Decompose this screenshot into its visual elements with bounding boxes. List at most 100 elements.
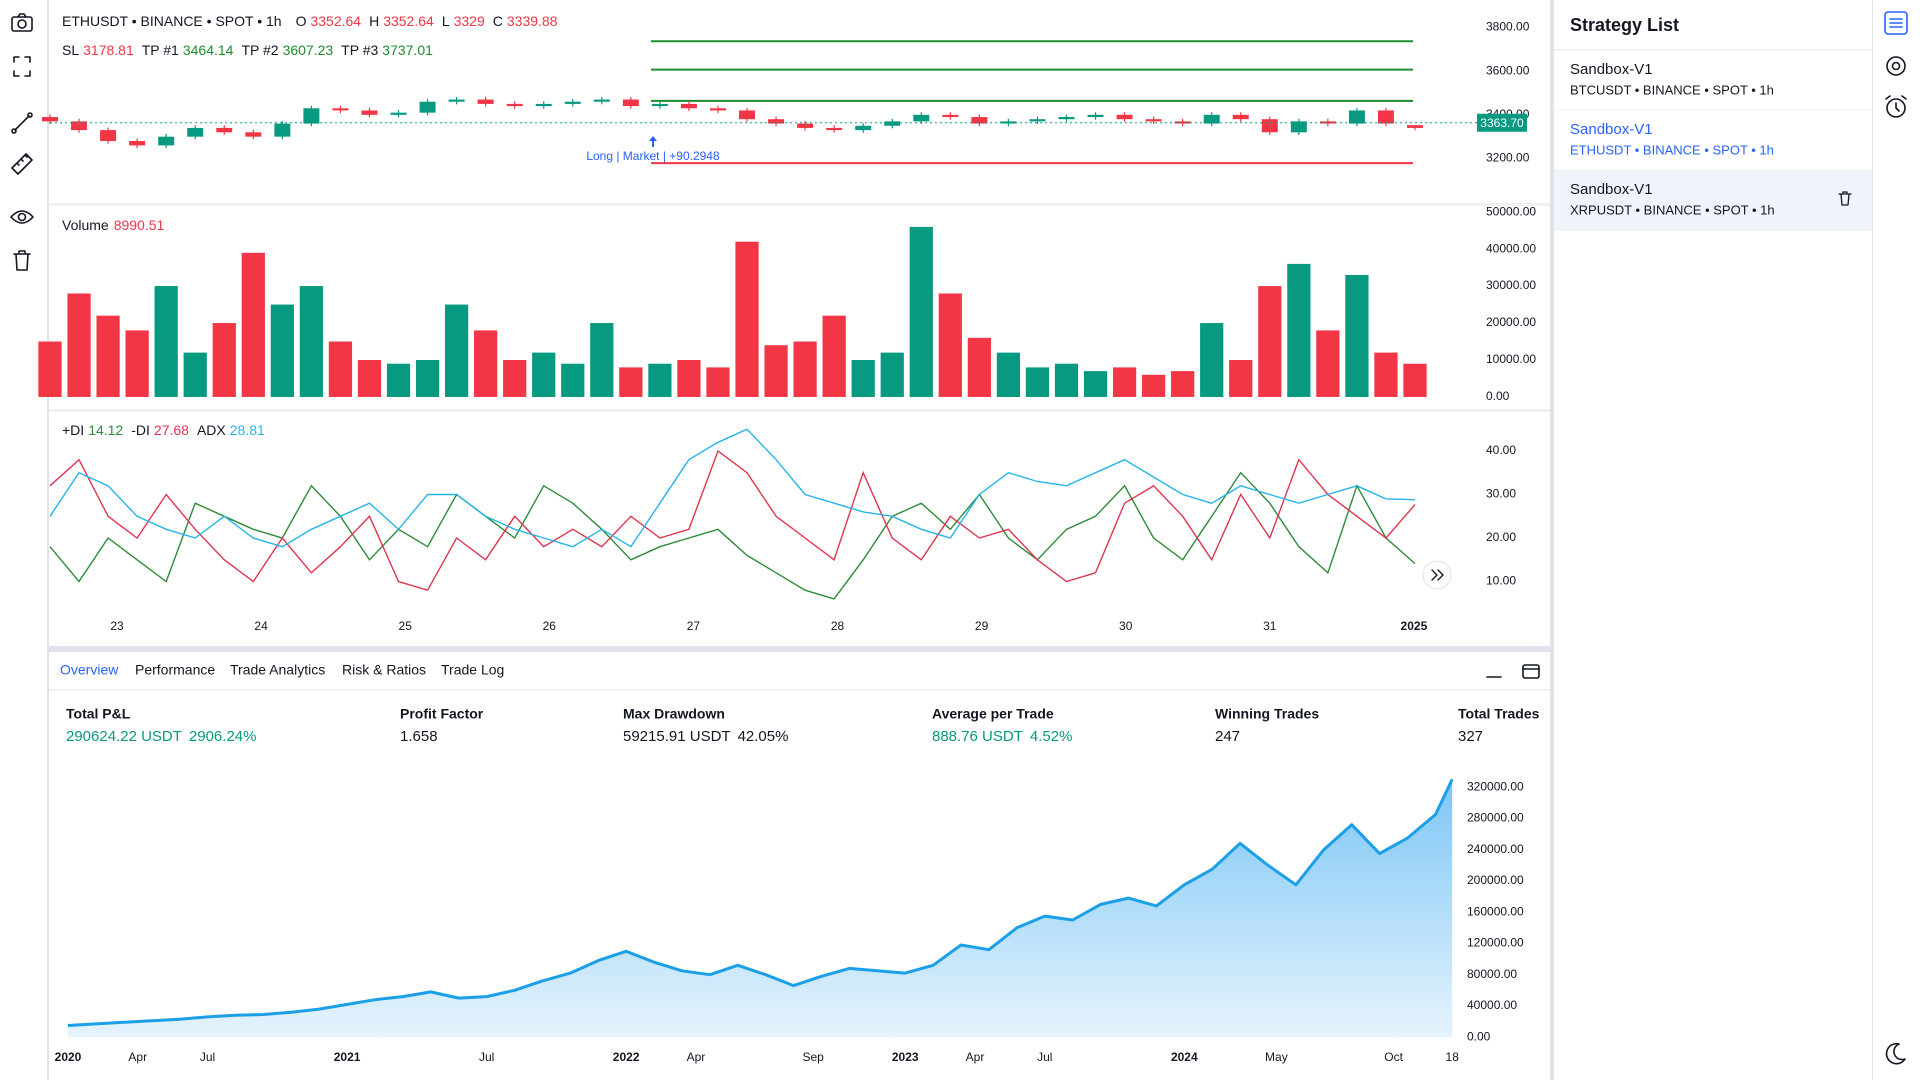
stat-percent: 4.52%: [1030, 728, 1073, 745]
volume-bar: [270, 304, 294, 397]
volume-bar: [619, 367, 643, 397]
volume-bar: [967, 337, 991, 397]
candle-body: [332, 108, 349, 111]
volume-bar: [1345, 274, 1369, 397]
delete-strategy[interactable]: [1838, 191, 1852, 206]
volume-bar: [677, 360, 701, 397]
candle-body: [100, 130, 117, 142]
y-tick-label: 160000.00: [1467, 904, 1524, 918]
symbol: ETHUSDT • BINANCE • SPOT • 1h: [62, 13, 282, 29]
candle-body: [1087, 114, 1104, 118]
alarm-button[interactable]: [1885, 95, 1907, 118]
x-tick-label: Apr: [687, 1050, 706, 1064]
pane-separator: [49, 409, 1550, 412]
strategy-item[interactable]: Sandbox-V1 ETHUSDT • BINANCE • SPOT • 1h: [1554, 121, 1872, 171]
strategy-item[interactable]: Sandbox-V1 XRPUSDT • BINANCE • SPOT • 1h: [1554, 170, 1872, 231]
volume-bar: [851, 360, 875, 397]
volume-title: Volume: [62, 217, 109, 233]
ohlc-label: C: [493, 13, 503, 29]
y-tick-label: 0.00: [1486, 389, 1510, 403]
legend-value: 28.81: [230, 422, 265, 438]
delete-button[interactable]: [13, 250, 31, 271]
candle-body: [1145, 119, 1162, 122]
maximize-panel[interactable]: [1522, 664, 1540, 679]
x-tick-label: 2023: [892, 1050, 919, 1064]
volume-bar: [1287, 263, 1311, 397]
candle-body: [768, 119, 785, 124]
theme-button[interactable]: [1885, 1042, 1906, 1065]
y-tick-label: 40000.00: [1467, 998, 1517, 1012]
iconbar-border: [1872, 0, 1873, 1080]
volume-bar: [909, 226, 933, 397]
candle-body: [535, 103, 552, 107]
x-tick-label: Apr: [966, 1050, 985, 1064]
camera-button[interactable]: [11, 13, 33, 32]
tab[interactable]: Trade Log: [441, 662, 504, 678]
visibility-button[interactable]: [10, 210, 34, 224]
x-tick-label: Jul: [200, 1050, 215, 1064]
stat-label: Average per Trade: [932, 706, 1054, 722]
candle-body: [1319, 121, 1336, 124]
volume-bar: [1083, 371, 1108, 397]
pane-separator: [49, 203, 1550, 206]
stat-value: 247: [1215, 728, 1240, 745]
sidebar-title: Strategy List: [1570, 15, 1679, 35]
volume-bar: [241, 252, 265, 397]
volume-bar: [1171, 371, 1195, 397]
candle-body: [1058, 117, 1075, 120]
volume-bar: [154, 286, 178, 397]
fullscreen-button[interactable]: [13, 56, 31, 77]
candle-body: [622, 99, 639, 107]
dmi-legend: +DI 14.12 -DI 27.68 ADX 28.81: [62, 422, 265, 438]
tab[interactable]: Risk & Ratios: [342, 662, 426, 678]
candle-body: [1029, 119, 1046, 122]
candle-body: [797, 123, 814, 128]
volume-bar: [1054, 363, 1079, 397]
level-name: TP #2: [241, 42, 278, 58]
x-tick-label: 2021: [334, 1050, 361, 1064]
candle-body: [1407, 125, 1423, 128]
tab[interactable]: Performance: [135, 662, 215, 678]
x-tick-label: 31: [1263, 619, 1277, 633]
y-tick-label: 3200.00: [1486, 151, 1530, 165]
y-tick-label: 20.00: [1486, 530, 1516, 544]
equity-area: [68, 779, 1453, 1038]
candle-body: [1232, 114, 1249, 120]
volume-legend: Volume 8990.51: [62, 217, 165, 233]
y-tick-label: 240000.00: [1467, 842, 1524, 856]
stat-label: Total Trades: [1458, 706, 1540, 722]
ohlc-value: 3352.64: [310, 13, 361, 29]
level-name: TP #1: [142, 42, 179, 58]
stat-label: Total P&L: [66, 706, 131, 722]
candle-body: [71, 121, 88, 131]
x-tick-label: Jul: [1037, 1050, 1052, 1064]
strategy-list-button[interactable]: [1884, 11, 1908, 35]
strategy-item[interactable]: Sandbox-V1 BTCUSDT • BINANCE • SPOT • 1h: [1554, 61, 1872, 111]
volume-bar: [415, 360, 440, 397]
volume-bar: [1229, 360, 1253, 397]
trendline-tool[interactable]: [11, 112, 33, 134]
y-tick-label: 40.00: [1486, 443, 1516, 457]
level-name: TP #3: [341, 42, 378, 58]
ruler-tool[interactable]: [11, 153, 33, 175]
candle-body: [390, 112, 407, 115]
scroll-to-realtime[interactable]: [1422, 560, 1452, 590]
y-tick-label: 10000.00: [1486, 352, 1536, 366]
x-tick-label: May: [1265, 1050, 1288, 1064]
volume-bar: [357, 360, 382, 397]
level-value: 3464.14: [183, 42, 234, 58]
x-tick-label: Sep: [802, 1050, 824, 1064]
settings-button[interactable]: [1886, 56, 1906, 76]
tab[interactable]: Overview: [60, 662, 119, 678]
toolbar-border: [47, 0, 49, 1080]
candle-body: [506, 103, 523, 107]
tab[interactable]: Trade Analytics: [230, 662, 325, 678]
candle-body: [1203, 114, 1220, 124]
x-tick-label: 28: [831, 619, 845, 633]
volume-bar: [1316, 330, 1340, 397]
candle-body: [216, 127, 233, 133]
y-tick-label: 10.00: [1486, 574, 1516, 588]
volume-bar: [793, 341, 817, 397]
y-tick-label: 80000.00: [1467, 967, 1517, 981]
